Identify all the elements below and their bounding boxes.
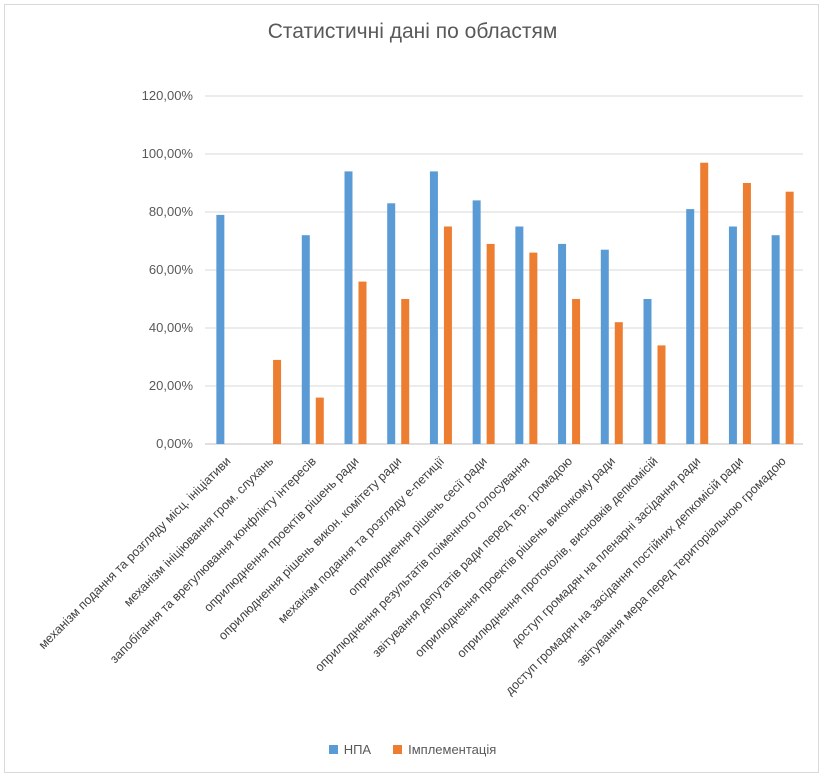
bar-npa	[771, 235, 780, 444]
bar-npa	[728, 226, 737, 444]
bars	[216, 162, 794, 444]
bar-npa	[600, 249, 609, 444]
bar-implementation	[785, 191, 794, 444]
chart-frame	[4, 4, 819, 773]
y-tick-label: 120,00%	[142, 88, 194, 103]
bar-npa	[429, 171, 438, 444]
bar-implementation	[529, 252, 538, 444]
legend-label-npa: НПА	[343, 742, 372, 757]
y-axis-ticks: 0,00% 20,00% 40,00% 60,00% 80,00% 100,00% 120,…	[142, 88, 194, 451]
bar-implementation	[742, 183, 751, 444]
bar-npa	[387, 203, 396, 444]
legend-swatch-implementation	[393, 745, 403, 754]
category-label: оприлюднення протоколів, висновків депко…	[454, 454, 660, 660]
bar-implementation	[700, 162, 709, 444]
bar-npa	[515, 226, 524, 444]
legend-item-npa: НПА	[328, 742, 372, 757]
category-label: оприлюднення проектів рішень ради	[201, 454, 361, 614]
legend-item-implementation: Імплементація	[393, 742, 496, 757]
y-tick-label: 80,00%	[149, 204, 194, 219]
bar-npa	[216, 214, 225, 444]
bar-npa	[472, 200, 481, 444]
bar-npa	[344, 171, 353, 444]
bar-implementation	[401, 299, 410, 444]
bar-implementation	[657, 345, 666, 444]
y-tick-label: 60,00%	[149, 262, 194, 277]
bar-implementation	[486, 243, 495, 444]
category-labels: механізм подання та розгляду місц. ініці…	[36, 454, 789, 698]
legend: НПА Імплементація	[0, 742, 825, 757]
chart-title: Статистичні дані по областям	[267, 20, 558, 43]
legend-label-implementation: Імплементація	[408, 742, 497, 757]
bar-npa	[558, 243, 567, 444]
bar-implementation	[273, 359, 282, 444]
bar-implementation	[358, 281, 367, 444]
category-label: механізм подання та розгляду місц. ініці…	[36, 454, 234, 652]
legend-swatch-npa	[328, 745, 338, 754]
gridlines	[205, 95, 803, 445]
bar-npa	[686, 209, 695, 444]
bar-npa	[643, 299, 652, 444]
y-tick-label: 100,00%	[142, 146, 194, 161]
category-label: механізм ініціювання гром. слухань	[121, 454, 276, 609]
category-label: оприлюднення проектів рішень виконкому р…	[412, 454, 618, 660]
y-tick-label: 40,00%	[149, 320, 194, 335]
category-label: звітування мера перед територіальною гро…	[574, 454, 789, 669]
bar-implementation	[315, 397, 324, 444]
y-tick-label: 20,00%	[149, 378, 194, 393]
category-label: звітування депутатів ради перед тер. гро…	[370, 454, 576, 660]
bar-npa	[301, 235, 310, 444]
y-tick-label: 0,00%	[156, 436, 193, 451]
bar-implementation	[572, 299, 581, 444]
bar-implementation	[614, 322, 623, 444]
bar-implementation	[443, 226, 452, 444]
